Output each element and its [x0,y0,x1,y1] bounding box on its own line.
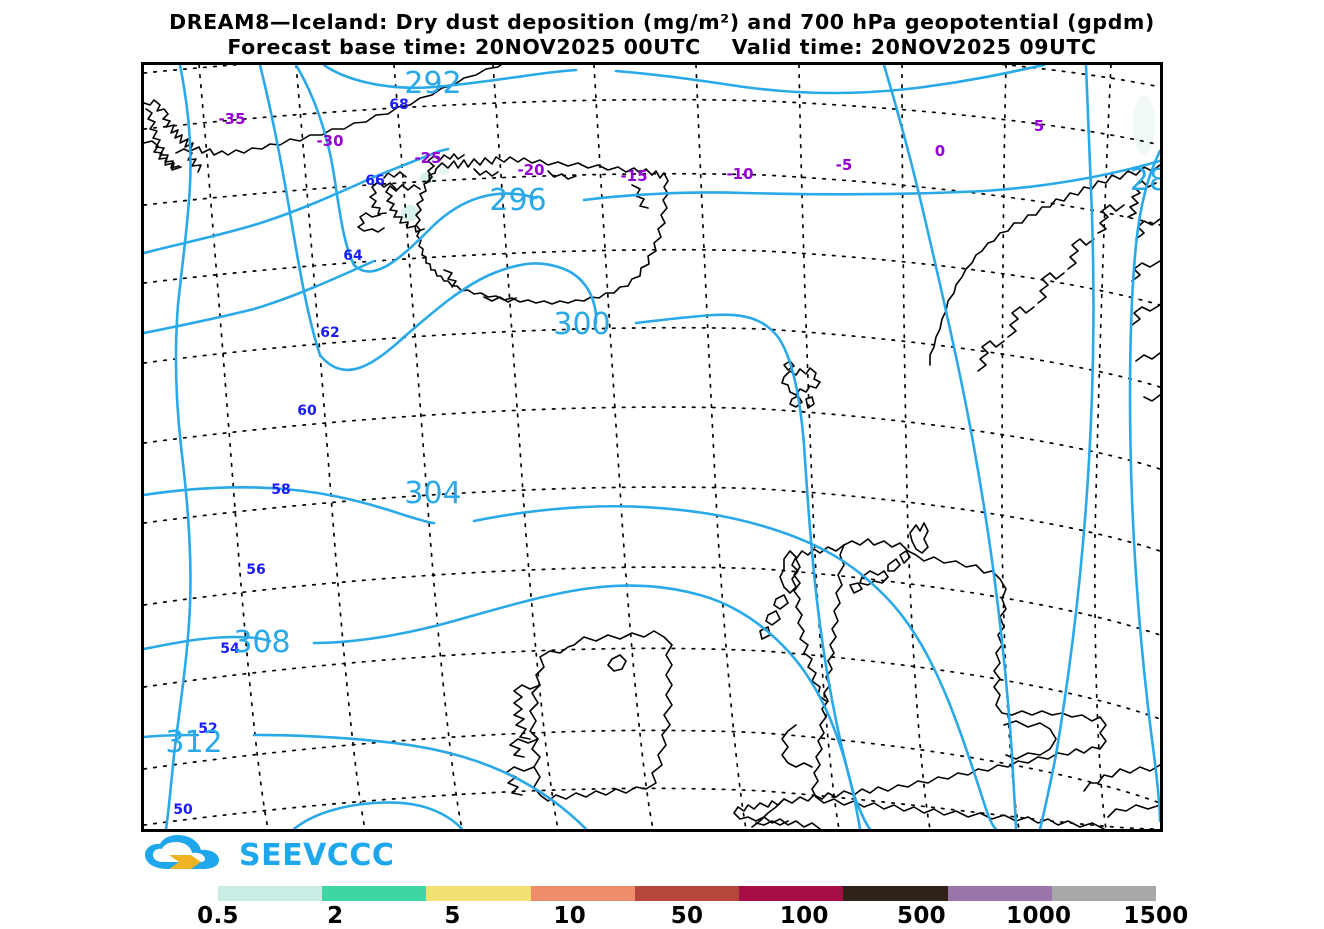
contour-292 [322,65,578,90]
contour-296 [294,65,356,267]
cloud-icon [145,835,219,869]
lon-label: -30 [316,132,343,150]
contour-284-east [882,65,1018,829]
title-line-2: Forecast base time: 20NOV2025 00UTC Vali… [227,35,1097,59]
lon-label: -25 [414,149,441,167]
contour-308 [144,635,272,651]
coastline-denmark [1083,764,1160,792]
coastline-ireland [505,630,673,802]
colorbar-tick-label: 0.5 [197,903,239,929]
contour-label: 304 [404,476,461,511]
coastline-norway [929,164,1160,402]
coastline-great-britain [733,538,1107,814]
lon-label: -20 [517,161,544,179]
colorbar-segment [1051,886,1156,901]
latitude-labels: 68 66 64 62 60 58 56 54 52 50 [173,97,408,818]
coastlines [144,65,1160,829]
colorbar: 0.5 2 5 10 50 100 500 1000 1500 [197,886,1188,929]
lat-label: 68 [389,97,408,113]
colorbar-segment [426,886,531,901]
map-panel[interactable]: -35 -30 -25 -20 -15 -10 -5 0 5 68 66 64 … [141,62,1163,832]
lat-label: 52 [198,721,217,737]
lon-label: 5 [1034,117,1044,135]
colorbar-segment [634,886,740,901]
lon-label: -10 [726,165,753,183]
logo-text: SEEVCCC [239,837,395,873]
lat-label: 56 [246,562,265,578]
chart-title: DREAM8—Iceland: Dry dust deposition (mg/… [0,10,1324,60]
contour-280-east [1038,65,1095,829]
chevron-right-icon [169,855,201,869]
contour-labels: 292 296 300 304 308 312 28 [165,66,1160,760]
seevccc-logo: SEEVCCC [141,834,394,876]
lat-label: 64 [343,248,363,264]
title-line-1: DREAM8—Iceland: Dry dust deposition (mg/… [169,10,1155,34]
map-canvas: -35 -30 -25 -20 -15 -10 -5 0 5 68 66 64 … [144,65,1160,829]
colorbar-tick-label: 50 [670,903,704,929]
coastline-iceland [357,153,669,305]
lon-label: -15 [620,167,647,185]
colorbar-tick-label: 100 [779,903,829,929]
coastline-france [1027,816,1105,829]
lat-label: 50 [173,802,193,818]
contour-label: 296 [489,183,546,218]
colorbar-segment [739,886,844,901]
lon-label: -5 [836,156,853,174]
colorbar-tick-label: 1000 [1006,903,1072,929]
coastline-greenland [144,65,502,156]
lat-label: 58 [271,482,290,498]
coastline-hebrides [779,550,799,594]
colorbar-tick-label: 2 [327,903,344,929]
colorbar-tick-label: 1500 [1123,903,1189,929]
colorbar-segment [218,886,323,901]
lon-label: -35 [218,110,245,128]
contour-label: 28 [1130,163,1160,198]
geopotential-contours [144,65,1160,829]
contour-label: 292 [404,66,461,101]
colorbar-tick-label: 500 [897,903,946,929]
colorbar-segment [530,886,635,901]
lon-label: 0 [935,142,945,160]
lat-label: 66 [365,173,384,189]
lat-label: 54 [220,641,240,657]
lat-label: 60 [297,403,317,419]
contour-label: 300 [553,307,610,342]
coastline-shetland [909,522,929,554]
colorbar-tick-label: 5 [444,903,461,929]
colorbar-tick-label: 10 [553,903,587,929]
contour-label: 308 [233,625,290,660]
contour-304 [144,147,450,255]
longitude-labels: -35 -30 -25 -20 -15 -10 -5 0 5 [218,110,1044,185]
colorbar-strip [218,886,1156,901]
contour-288-west [164,65,192,829]
contour-300 [258,65,322,357]
contour-label: 312 [165,725,222,760]
coastline-faroe-islands [781,360,821,409]
coastline-orkney [859,570,889,586]
contour-276-east [1128,149,1160,823]
colorbar-segment [322,886,427,901]
colorbar-segment [843,886,948,901]
contour-312 [144,733,200,739]
lat-label: 62 [320,325,339,341]
contour-316 [292,801,464,829]
colorbar-segment [947,886,1052,901]
